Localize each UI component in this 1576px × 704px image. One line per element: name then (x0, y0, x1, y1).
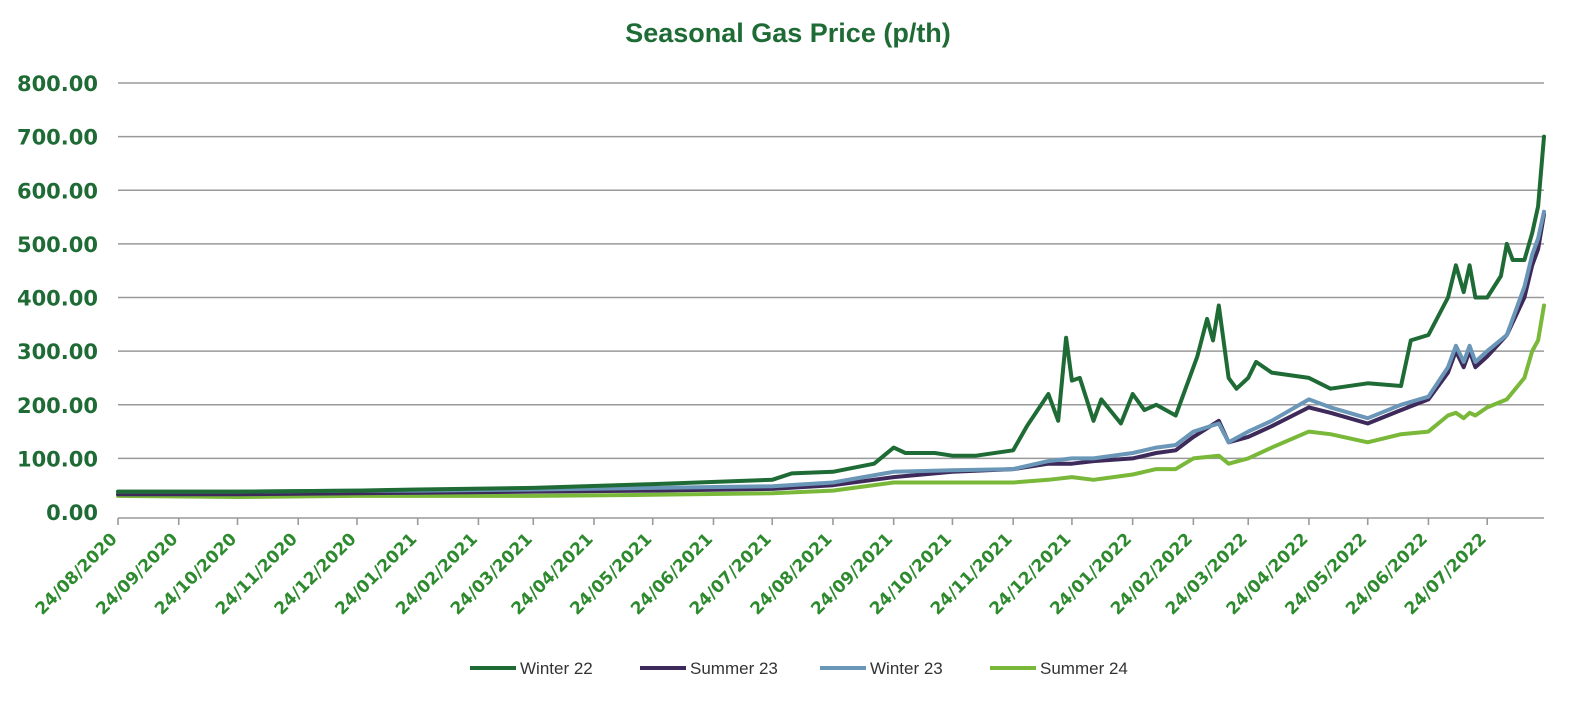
y-tick-label: 100.00 (17, 447, 98, 471)
legend: Winter 22 Summer 23 Winter 23 Summer 24 (470, 659, 1128, 678)
series-line-winter-23 (116, 209, 1546, 494)
y-tick-label: 200.00 (17, 394, 98, 418)
y-tick-label: 500.00 (17, 233, 98, 257)
legend-label: Summer 24 (1040, 659, 1128, 678)
y-tick-label: 400.00 (17, 287, 98, 311)
legend-label: Winter 22 (520, 659, 593, 678)
y-tick-label: 600.00 (17, 179, 98, 203)
chart-title: Seasonal Gas Price (p/th) (625, 18, 951, 48)
series-line-winter-22 (116, 134, 1546, 494)
x-axis: 24/08/202024/09/202024/10/202024/11/2020… (32, 517, 1544, 619)
legend-label: Winter 23 (870, 659, 943, 678)
y-tick-label: 0.00 (46, 501, 98, 525)
gridlines (118, 82, 1544, 460)
series-line-summer-23 (116, 212, 1546, 497)
y-axis-ticks: 0.00 100.00 200.00 300.00 400.00 500.00 600.00… (17, 72, 98, 525)
y-tick-label: 700.00 (17, 126, 98, 150)
y-tick-label: 300.00 (17, 340, 98, 364)
legend-label: Summer 23 (690, 659, 778, 678)
series-line-summer-24 (116, 303, 1546, 499)
y-tick-label: 800.00 (17, 72, 98, 96)
series-lines (116, 134, 1546, 499)
